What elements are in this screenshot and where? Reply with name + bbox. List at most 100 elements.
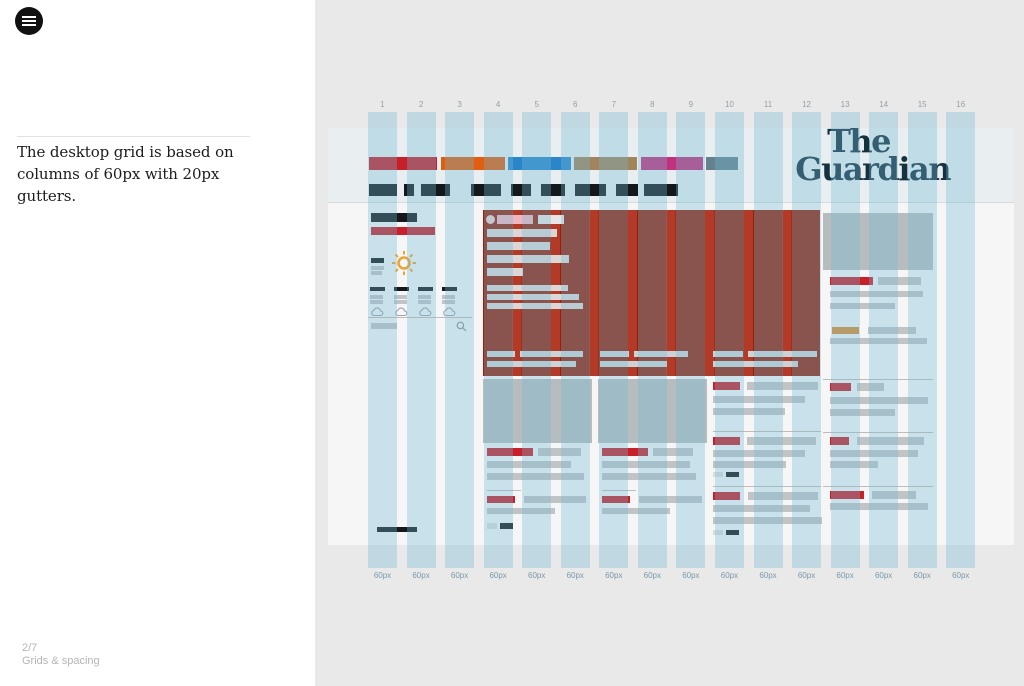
placeholder-bar	[830, 291, 923, 297]
dark-bar	[726, 530, 739, 535]
placeholder-bar	[713, 472, 723, 477]
column-width-label: 60px	[528, 571, 546, 580]
column-width-label: 60px	[489, 571, 507, 580]
grid-column	[368, 112, 397, 568]
placeholder-bar	[520, 351, 583, 357]
column-number: 11	[763, 100, 773, 109]
placeholder-bar	[371, 323, 397, 329]
placeholder-bar	[487, 255, 569, 263]
placeholder-bar	[487, 294, 579, 300]
dark-bar	[616, 184, 638, 196]
dark-bar	[575, 184, 606, 196]
grid-column	[560, 112, 590, 568]
placeholder-bar	[497, 215, 533, 224]
placeholder-bar	[868, 327, 916, 334]
column-number: 4	[495, 100, 501, 109]
dark-bar	[442, 287, 457, 291]
cloud-icon	[418, 304, 432, 317]
grid-column	[869, 112, 899, 568]
placeholder-bar	[574, 157, 637, 170]
placeholder-bar	[538, 215, 564, 224]
placeholder-bar	[713, 396, 805, 403]
image-placeholder	[483, 379, 592, 443]
placeholder-bar	[747, 382, 818, 390]
grid-column	[676, 112, 706, 568]
column-width-label: 60px	[605, 571, 623, 580]
placeholder-bar	[370, 300, 383, 304]
column-number: 1	[380, 100, 385, 109]
dark-bar	[541, 184, 565, 196]
artboard-area: The Guardian 1 60px 2 60px 3 60px 4 60px 5 60px 6 6…	[315, 0, 1024, 686]
guardian-logo: The Guardian	[788, 125, 951, 185]
dark-bar	[371, 213, 417, 222]
placeholder-bar	[748, 492, 818, 500]
placeholder-bar	[713, 361, 798, 367]
column-width-label: 60px	[874, 571, 893, 580]
dark-bar	[418, 287, 433, 291]
column-width-label: 60px	[720, 571, 739, 580]
grid-column	[522, 112, 552, 568]
grid-column	[445, 112, 475, 568]
sun-icon	[391, 250, 417, 276]
placeholder-bar	[639, 496, 702, 503]
placeholder-bar	[713, 461, 786, 468]
placeholder-bar	[706, 157, 738, 170]
hamburger-icon	[22, 16, 36, 26]
column-width-label: 60px	[450, 571, 469, 580]
placeholder-bar	[487, 268, 523, 276]
column-number: 12	[802, 100, 811, 109]
column-number: 13	[840, 100, 850, 109]
grid-highlight-overlay	[483, 210, 820, 376]
placeholder-bar	[487, 490, 521, 491]
placeholder-bar	[487, 361, 576, 367]
avatar	[486, 215, 495, 224]
column-number: 6	[573, 100, 578, 109]
column-width-label: 60px	[797, 571, 816, 580]
column-width-label: 60px	[566, 571, 584, 580]
page-indicator: 2/7	[22, 642, 38, 654]
column-width-label: 60px	[682, 571, 700, 580]
dark-bar	[644, 184, 678, 196]
column-width-label: 60px	[759, 571, 777, 580]
placeholder-bar	[602, 508, 670, 514]
placeholder-bar	[713, 351, 743, 357]
grid-column	[599, 112, 629, 568]
dark-bar	[371, 258, 384, 263]
placeholder-bar	[369, 157, 437, 170]
placeholder-bar	[600, 351, 629, 357]
grid-column	[483, 112, 513, 568]
image-placeholder	[823, 213, 933, 270]
placeholder-bar	[441, 157, 505, 170]
menu-button[interactable]	[15, 7, 43, 35]
description-block: The desktop grid is based on columns of …	[17, 136, 250, 207]
grid-column	[830, 112, 860, 568]
grid-column	[637, 112, 667, 568]
placeholder-bar	[872, 491, 916, 499]
column-number: 15	[917, 100, 927, 109]
dark-bar	[377, 527, 417, 532]
placeholder-bar	[487, 473, 584, 480]
grid-column	[907, 112, 937, 568]
placeholder-bar	[370, 295, 383, 299]
placeholder-bar	[368, 317, 472, 318]
column-width-label: 60px	[836, 571, 854, 580]
placeholder-bar	[713, 450, 805, 457]
placeholder-bar	[713, 431, 821, 432]
dark-bar	[369, 184, 397, 196]
image-placeholder	[598, 379, 707, 443]
kicker-bar	[371, 227, 435, 235]
dark-bar	[511, 184, 531, 196]
placeholder-bar	[641, 157, 703, 170]
column-number: 10	[724, 100, 734, 109]
placeholder-bar	[394, 300, 407, 304]
column-number: 8	[650, 100, 655, 109]
placeholder-bar	[487, 461, 571, 468]
section-label: Grids & spacing	[22, 655, 100, 667]
placeholder-bar	[830, 338, 927, 344]
placeholder-bar	[857, 383, 884, 391]
placeholder-bar	[713, 486, 821, 487]
placeholder-bar	[653, 448, 693, 456]
kicker-bar	[830, 383, 851, 391]
placeholder-bar	[830, 409, 895, 416]
